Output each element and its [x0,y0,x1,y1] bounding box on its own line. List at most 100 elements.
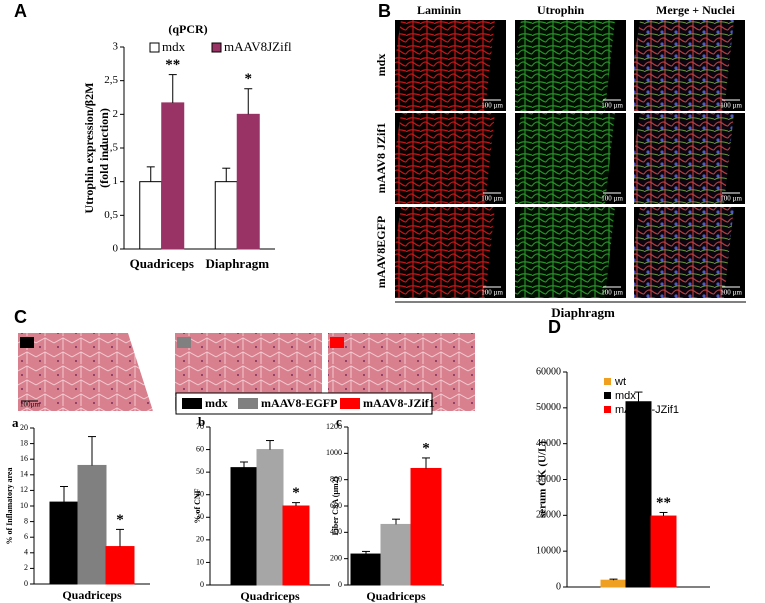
tissue [634,20,734,111]
legend-label: wt [614,376,626,388]
legend-swatch [149,42,160,53]
y-tick-label: 50 [196,467,204,476]
y-tick-label: 10000 [536,545,561,556]
y-tick-label: 8 [24,516,28,525]
y-label: Utrophin expression/β2M [82,83,96,214]
y-tick-label: 800 [330,474,342,483]
bar [380,523,412,586]
bar [49,501,79,585]
scale-bar-label: 100 µm [481,289,503,297]
y-label: (fold induction) [97,108,111,188]
scale-bar-label: 100 µm [720,289,742,297]
panel-label: C [14,307,27,327]
x-label: Quadriceps [366,589,426,603]
y-tick-label: 30000 [536,474,561,485]
column-label: Laminin [417,3,461,17]
tissue [515,113,615,204]
y-tick-label: 3 [113,41,119,53]
significance: * [422,440,430,456]
y-tick-label: 400 [330,527,342,536]
sub-panel-label: a [12,415,19,430]
tissue [515,20,615,111]
x-label: Quadriceps [62,588,122,602]
bar [77,464,107,585]
x-tick-label: Diaphragm [205,256,269,271]
legend-label: mAAV8-JZif1 [363,396,435,410]
tissue [515,207,615,298]
y-tick-label: 0 [556,581,561,592]
significance: * [116,512,124,528]
group-tag [20,337,34,348]
significance: * [292,485,300,501]
y-tick-label: 14 [20,470,28,479]
sub-panel-label: b [198,414,205,429]
legend-swatch [238,398,258,409]
group-tag [177,337,191,348]
x-label: Quadriceps [240,589,300,603]
y-label: Fiber CSA (µm2) [331,476,340,535]
y-tick-label: 0 [113,243,119,255]
y-tick-label: 6 [24,532,28,541]
significance: * [245,71,253,87]
scale-bar-label: 100µm [20,401,41,409]
tissue [395,113,495,204]
legend-swatch [604,378,611,385]
legend-swatch [604,406,611,413]
bar [236,113,260,250]
legend-swatch [604,392,611,399]
panel-label: A [14,1,27,21]
panel-label: B [378,1,391,21]
y-tick-label: 0 [338,580,342,589]
tissue [395,207,495,298]
significance: ** [656,495,671,511]
y-tick-label: 12 [20,485,28,494]
tissue-edge [128,333,165,411]
y-label: serum CK (U/L) [537,441,549,518]
y-tick-label: 2 [113,108,119,120]
bar [139,181,163,250]
scale-bar-label: 100 µm [481,102,503,110]
y-label: % of Inflamatory area [5,468,14,545]
group-tag [330,337,344,348]
bar [410,467,442,586]
column-label: Merge + Nuclei [656,3,735,17]
scale-bar-label: 100 µm [601,289,623,297]
y-tick-label: 18 [20,438,28,447]
bar [600,579,627,588]
row-label: mAAV8 JZif1 [374,123,388,194]
scale-bar-label: 100 µm [720,195,742,203]
row-label: mdx [374,54,388,77]
panel-label: D [548,317,561,337]
bar [161,102,185,250]
y-tick-label: 40 [196,490,204,499]
y-tick-label: 20 [20,423,28,432]
tissue [634,207,734,298]
significance: ** [165,57,180,73]
y-tick-label: 0,5 [104,209,118,221]
bar [625,401,652,588]
column-label: Utrophin [537,3,584,17]
y-tick-label: 0 [24,579,28,588]
bar [230,467,258,586]
scale-bar-label: 100 µm [720,102,742,110]
legend-label: mdx [162,39,186,54]
legend-label: mAAV8-JZif1 [615,404,679,416]
y-tick-label: 20000 [536,510,561,521]
row-label: mAAV8EGFP [374,216,388,288]
y-tick-label: 600 [330,501,342,510]
legend-swatch [340,398,360,409]
scale-bar-label: 100 µm [601,195,623,203]
y-tick-label: 2 [24,563,28,572]
y-tick-label: 16 [20,454,28,463]
y-tick-label: 70 [196,422,204,431]
y-tick-label: 10 [196,557,204,566]
y-tick-label: 1,5 [104,142,118,154]
y-tick-label: 200 [330,553,342,562]
bar [214,181,238,250]
y-tick-label: 0 [200,580,204,589]
legend-swatch [182,398,202,409]
sub-panel-label: c [336,414,342,429]
legend-label: mdx [205,396,228,410]
y-tick-label: 40000 [536,438,561,449]
